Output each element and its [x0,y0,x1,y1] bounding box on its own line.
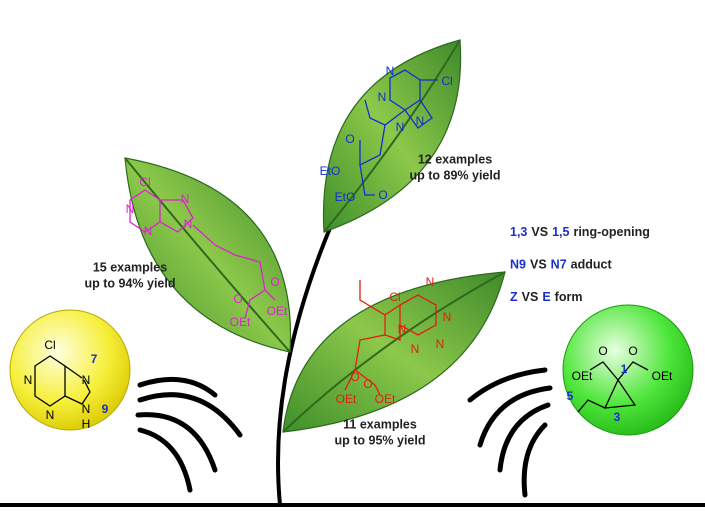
atom-label: N [436,337,445,351]
atom-label: O [345,132,354,146]
selectivity-part: ring-opening [573,225,649,239]
atom-label: N [411,342,420,356]
atom-label: Cl [441,74,452,88]
leaf-yield: up to 89% yield [410,168,501,182]
stem [276,227,332,506]
molecule-bonds [359,69,438,196]
atom-label: OEt [230,315,251,329]
selectivity-part: VS [530,258,547,272]
selectivity-line: 1,3 VS 1,5 ring-opening [510,225,650,239]
atom-label: H [82,417,91,431]
molecule-bonds [129,189,276,319]
atom-number: 7 [91,352,98,366]
atom-label: N [82,373,91,387]
atom-label: N [24,373,33,387]
atom-label: OEt [336,392,357,406]
atom-label: N [82,402,91,416]
atom-label: OEt [572,369,593,383]
selectivity-part: E [542,290,550,304]
molecule-bonds [344,280,437,396]
atom-label: Cl [44,338,55,352]
atom-label: EtO [335,190,356,204]
atom-label: N [416,114,425,128]
selectivity-part: 1,5 [552,225,569,239]
atom-label: O [350,370,359,384]
atom-label: O [628,344,637,358]
atom-label: OEt [652,369,673,383]
leaf-yield: up to 94% yield [85,276,176,290]
selectivity-part: adduct [571,258,613,272]
selectivity-part: VS [531,225,548,239]
atom-label: N [443,310,452,324]
atom-label: EtO [320,164,341,178]
atom-label: N [144,224,153,238]
leaf-examples: 15 examples [93,260,167,274]
atom-label: N [46,408,55,422]
atom-number: 5 [567,389,574,403]
selectivity-line: N9 VS N7 adduct [510,258,612,272]
cyclopropane-bonds [577,361,649,413]
cyclopropane-ball [562,304,694,436]
atom-label: N [378,90,387,104]
selectivity-part: N7 [551,258,567,272]
selectivity-part: N9 [510,258,526,272]
atom-label: O [233,292,242,306]
atom-label: O [378,188,387,202]
atom-label: N [426,275,435,289]
wave-arcs [135,367,553,498]
selectivity-part: 1,3 [510,225,527,239]
atom-label: N [396,120,405,134]
atom-label: N [386,64,395,78]
selectivity-part: form [555,290,583,304]
leaf-examples: 11 examples [343,417,417,431]
leaf-examples: 12 examples [418,152,492,166]
purine-bonds [34,355,91,407]
atom-label: OEt [375,392,396,406]
leaf-yield: up to 95% yield [335,433,426,447]
selectivity-part: VS [522,290,539,304]
atom-number: 1 [621,362,628,376]
atom-label: N [126,202,135,216]
leaf [282,271,506,433]
atom-label: O [363,377,372,391]
atom-label: OEt [267,304,288,318]
atom-label: N [398,322,407,336]
atom-number: 3 [614,410,621,424]
selectivity-part: Z [510,290,518,304]
atom-label: O [270,275,279,289]
atom-label: N [184,217,193,231]
atom-label: Cl [139,175,150,189]
atom-label: N [181,192,190,206]
atom-label: Cl [389,290,400,304]
atom-number: 9 [102,402,109,416]
atom-label: O [598,344,607,358]
leaf [322,39,462,233]
